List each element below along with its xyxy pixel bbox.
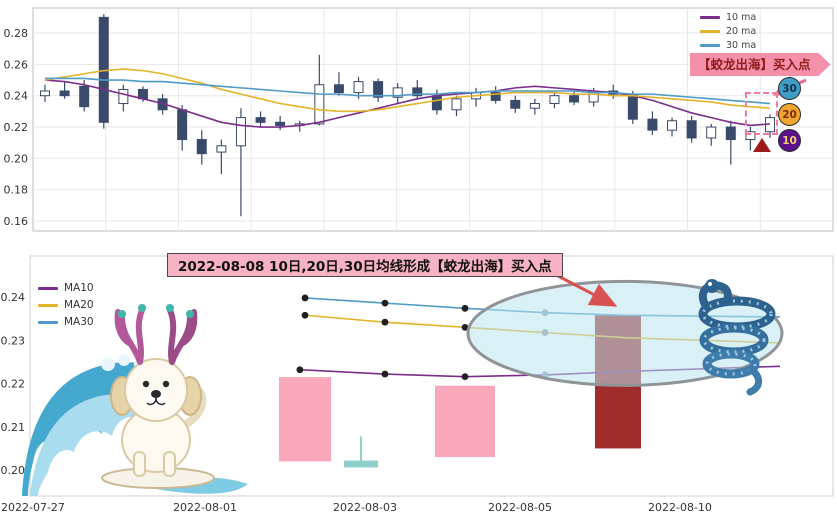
y-tick-label: 0.18 <box>4 184 29 197</box>
data-point <box>381 299 389 307</box>
candle-body <box>431 95 442 111</box>
bottom-chart-svg: 0.24 0.23 0.22 0.21 0.20 2022-07-27 2022-08-01… <box>1 255 834 514</box>
candle-body <box>627 93 638 120</box>
candle-body <box>647 118 658 131</box>
legend-item-ma20: MA20 <box>38 299 94 311</box>
callout-arrow <box>557 274 618 307</box>
data-point <box>301 294 309 302</box>
y-tick-label: 0.28 <box>4 27 29 40</box>
candle-body <box>745 131 756 141</box>
candle-body <box>373 81 384 98</box>
legend-item-10ma: 10 ma <box>700 12 756 23</box>
buy-point-highlight-box <box>745 92 778 135</box>
ma10-line-swatch <box>700 16 720 19</box>
data-point <box>301 311 309 319</box>
legend-item-20ma: 20 ma <box>700 26 756 37</box>
ma30-line-swatch <box>700 44 720 47</box>
legend-label-30ma: 30 ma <box>726 40 757 51</box>
candle-body <box>216 145 227 153</box>
buy-point-marker-icon <box>753 138 771 152</box>
x-tick-label: 2022-08-10 <box>648 501 712 514</box>
candle-body <box>686 120 697 139</box>
candle-body <box>549 95 560 105</box>
data-point <box>296 366 304 374</box>
data-point <box>461 373 469 381</box>
ma10-line-swatch <box>38 286 58 290</box>
candle-body <box>118 88 129 105</box>
y-tick-label: 0.24 <box>4 90 29 103</box>
legend-item-ma30: MA30 <box>38 316 94 328</box>
candle-body <box>667 120 678 131</box>
data-point <box>461 323 469 331</box>
candle-body <box>725 126 736 141</box>
bar <box>344 460 379 468</box>
y-tick-label: 0.24 <box>1 291 26 304</box>
candle-body <box>333 84 344 94</box>
x-tick-label: 2022-07-27 <box>1 501 65 514</box>
legend-label-ma30: MA30 <box>64 316 94 328</box>
y-tick-label: 0.22 <box>1 378 26 391</box>
ma20-line-swatch <box>38 303 58 307</box>
buy-point-ribbon: 【蛟龙出海】买入点 <box>690 53 831 76</box>
y-tick-label: 0.16 <box>4 215 29 228</box>
x-tick-label: 2022-08-03 <box>333 501 397 514</box>
candle-body <box>40 90 50 97</box>
bottom-chart-panel: 0.24 0.23 0.22 0.21 0.20 2022-07-27 2022-08-01… <box>0 248 837 520</box>
bottom-chart-legend: MA10 MA20 MA30 <box>38 282 94 328</box>
y-tick-label: 0.26 <box>4 58 29 71</box>
candle-body <box>79 85 90 108</box>
ma-line <box>44 79 771 128</box>
ma30-badge: 30 <box>778 77 801 100</box>
legend-label-20ma: 20 ma <box>726 26 757 37</box>
data-point <box>381 370 389 378</box>
candle-body <box>706 126 717 139</box>
candle-body <box>569 95 580 103</box>
x-tick-label: 2022-08-05 <box>488 501 552 514</box>
y-tick-label: 0.21 <box>1 421 26 434</box>
legend-label-10ma: 10 ma <box>726 12 757 23</box>
candle-body <box>412 87 423 97</box>
candle-body <box>510 99 521 109</box>
candle-body <box>353 81 364 94</box>
data-point <box>381 318 389 326</box>
ma10-badge: 10 <box>778 129 801 152</box>
top-chart-legend: 10 ma 20 ma 30 ma <box>700 12 756 51</box>
legend-label-ma10: MA10 <box>64 282 94 294</box>
candle-body <box>275 121 286 126</box>
y-tick-label: 0.20 <box>1 464 26 477</box>
legend-item-ma10: MA10 <box>38 282 94 294</box>
highlight-ellipse <box>466 279 784 387</box>
buy-point-callout: 2022-08-08 10日,20日,30日均线形成【蛟龙出海】买入点 <box>167 253 563 277</box>
candle-body <box>255 117 266 123</box>
y-tick-label: 0.20 <box>4 152 29 165</box>
top-plot-border <box>32 7 834 232</box>
top-chart-panel: 0.28 0.26 0.24 0.22 0.20 0.18 0.16 10 ma 20 ma… <box>0 0 837 240</box>
legend-item-30ma: 30 ma <box>700 40 756 51</box>
bar <box>279 377 332 462</box>
ma-line <box>45 77 771 105</box>
legend-label-ma20: MA20 <box>64 299 94 311</box>
candle-body <box>529 103 540 109</box>
y-tick-label: 0.22 <box>4 121 29 134</box>
ma20-badge: 20 <box>778 103 801 126</box>
candle-body <box>451 98 462 111</box>
ma20-line-swatch <box>700 30 720 33</box>
candle-body <box>490 92 501 101</box>
candle-body <box>235 117 246 147</box>
candle-body <box>392 87 403 98</box>
x-tick-label: 2022-08-01 <box>173 501 237 514</box>
candle-body <box>59 90 70 97</box>
candle-body <box>177 109 188 141</box>
bar <box>435 385 495 458</box>
candle-body <box>196 139 207 155</box>
data-point <box>461 304 469 312</box>
candle-body <box>314 84 325 125</box>
ma30-line-swatch <box>38 320 58 324</box>
y-tick-label: 0.23 <box>1 334 26 347</box>
ma-line <box>44 68 771 113</box>
